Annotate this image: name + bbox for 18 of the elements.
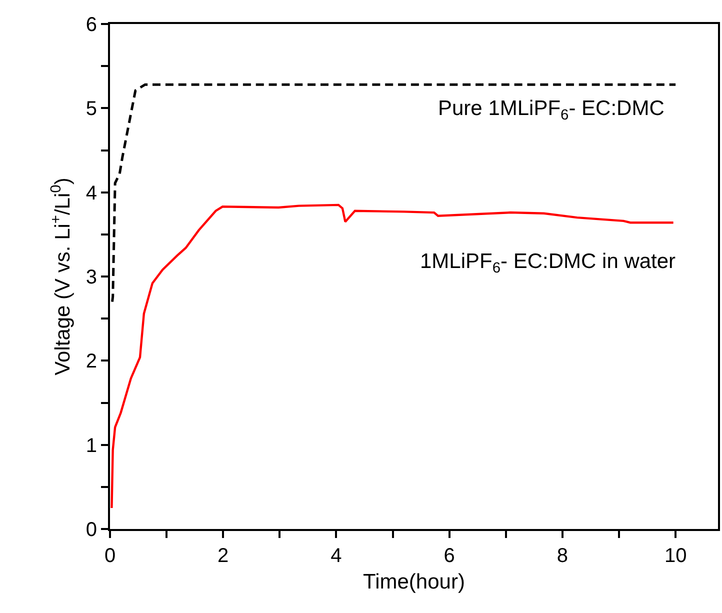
line-series (111, 83, 677, 303)
x-axis-title: Time(hour) (363, 570, 465, 594)
y-tick-label: 4 (86, 182, 97, 204)
y-tick-label: 0 (86, 519, 97, 541)
y-tick-label: 6 (86, 14, 97, 36)
y-tick-label: 1 (86, 434, 97, 457)
x-tick-label: 8 (556, 545, 568, 567)
series-label: Pure 1MLiPF$_{6}$- EC:DMC (438, 97, 664, 124)
line-series (110, 204, 674, 510)
y-tick-label: 5 (86, 98, 97, 120)
y-tick-label: 3 (86, 266, 97, 288)
x-tick-label: 10 (664, 545, 687, 567)
y-tick-label: 2 (86, 350, 97, 373)
x-tick-label: 6 (444, 545, 455, 567)
x-tick-label: 4 (330, 545, 342, 567)
series-label: 1MLiPF$_{6}$- EC:DMC in water (420, 250, 676, 276)
x-tick-label: 2 (218, 545, 229, 567)
x-tick-label: 0 (104, 545, 116, 567)
